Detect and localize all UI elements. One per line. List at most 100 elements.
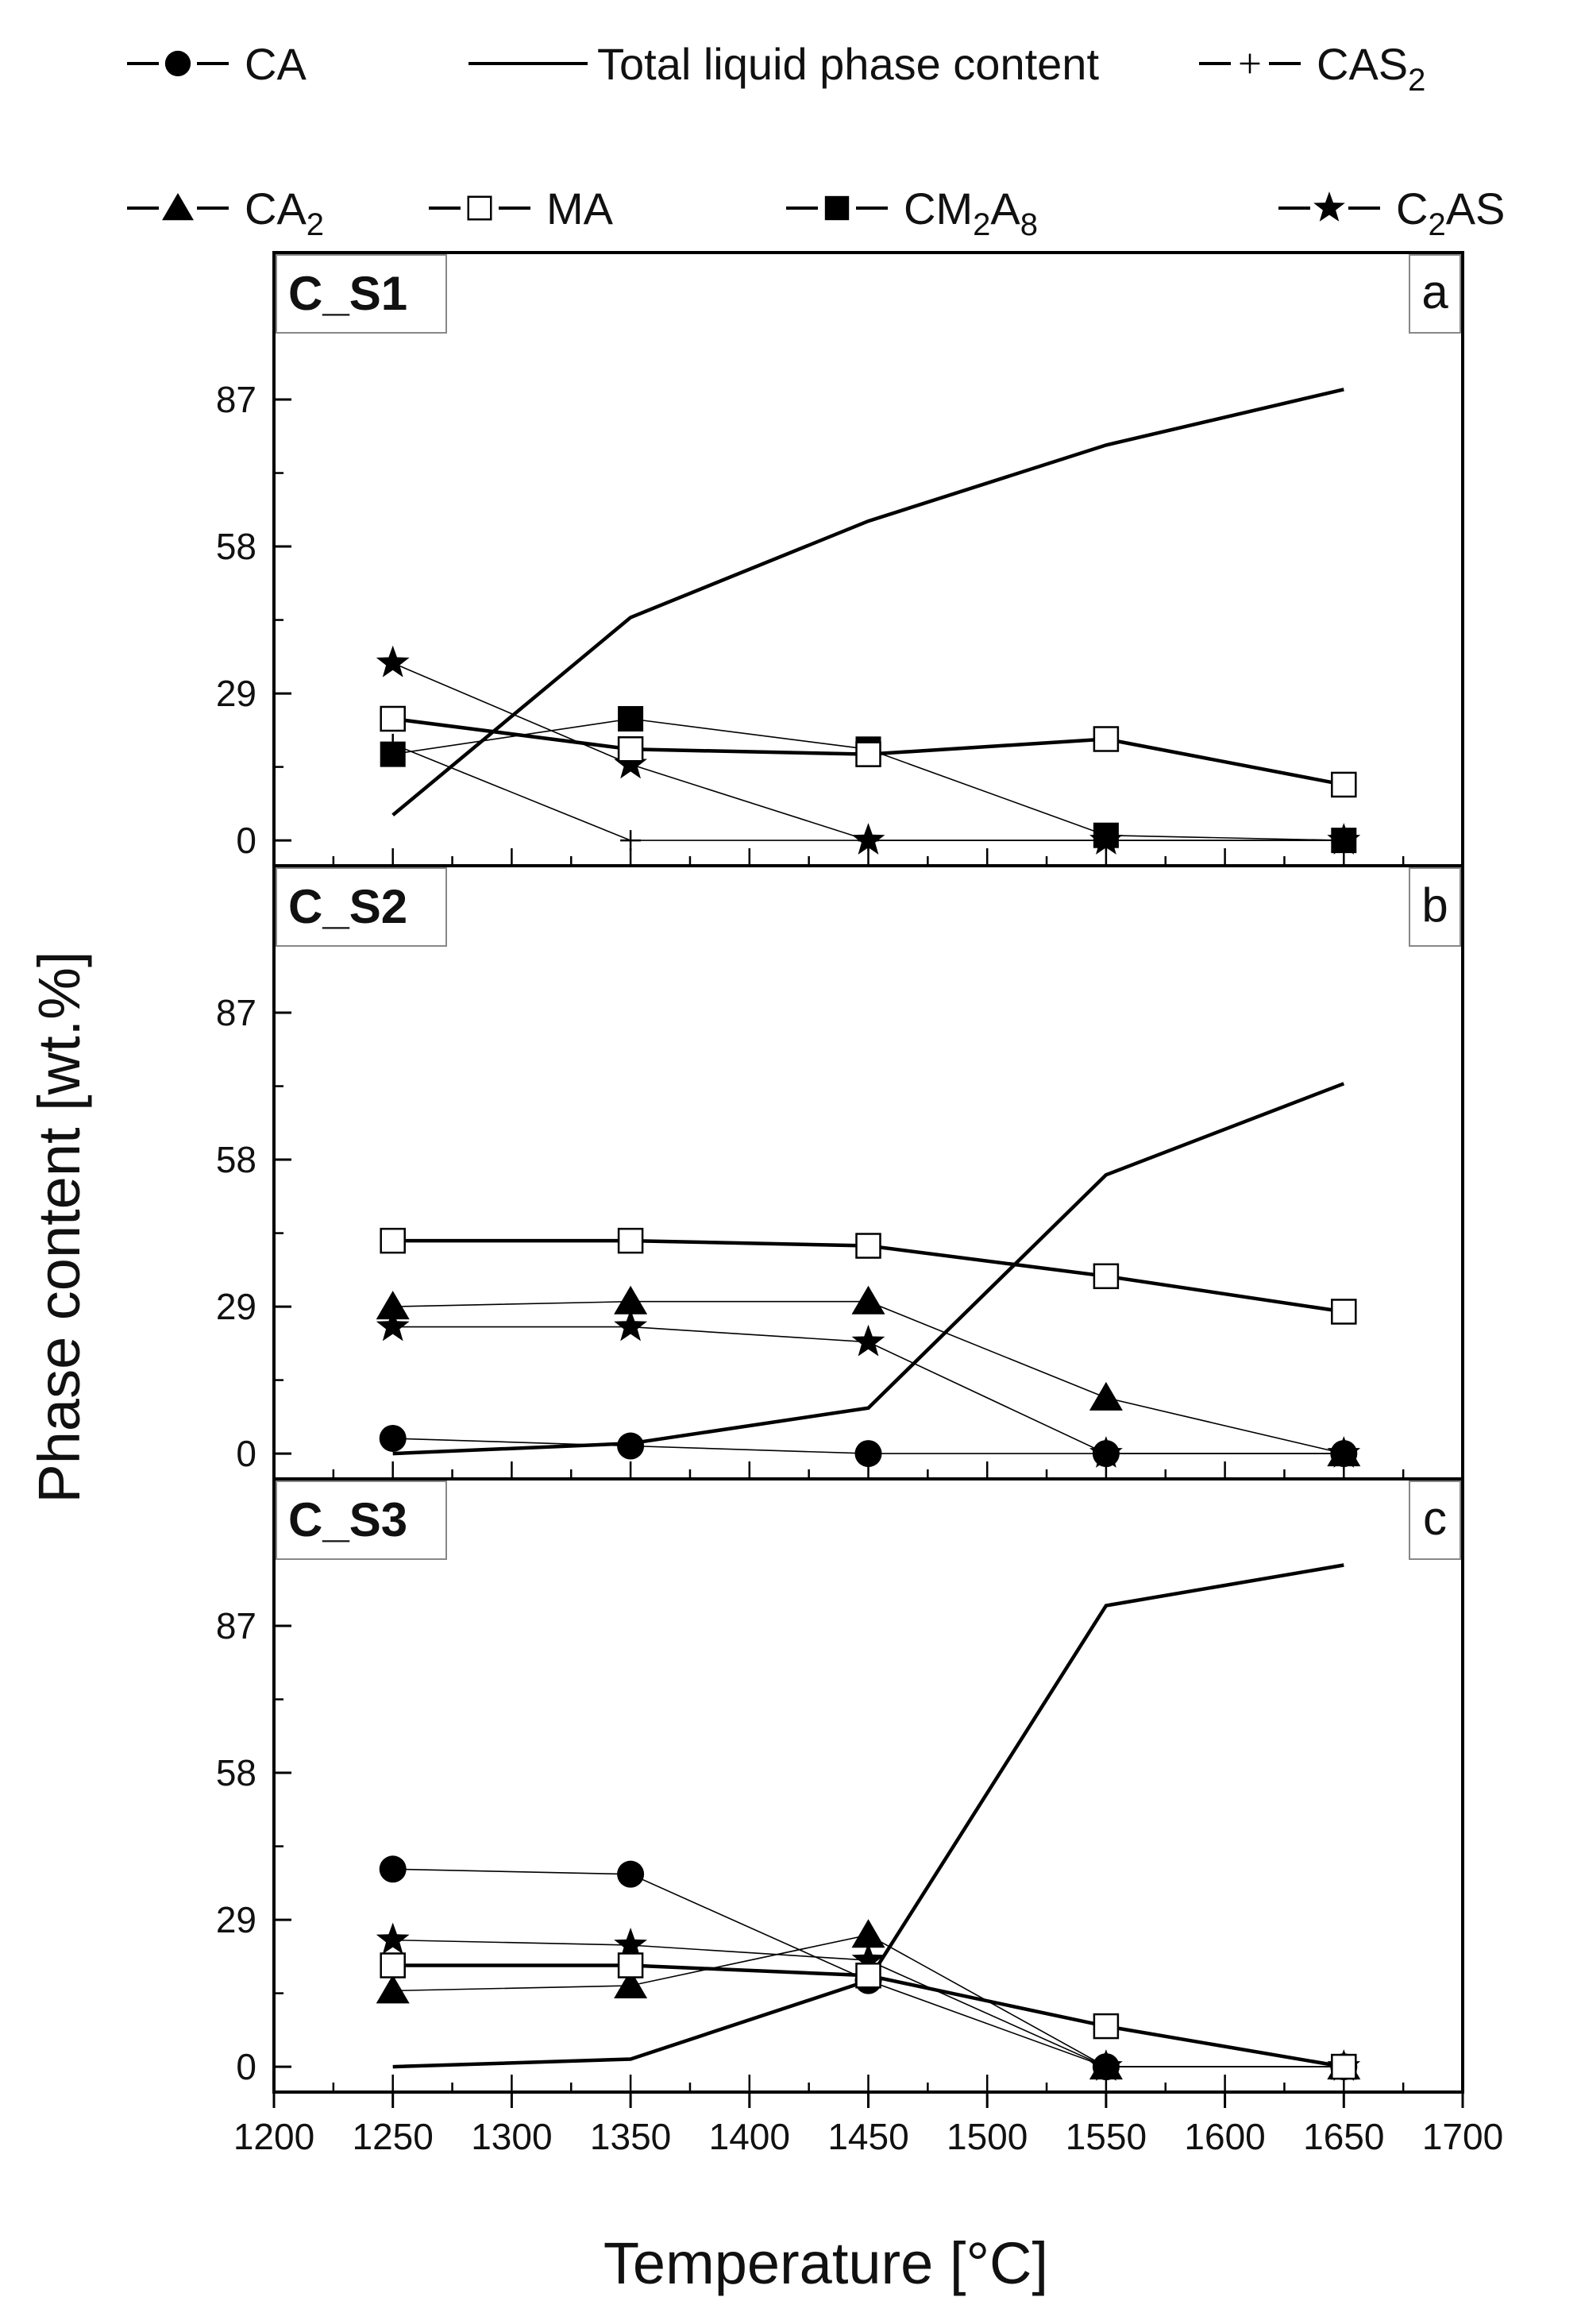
data-point-ma [1331,1299,1357,1325]
y-tick-label: 58 [216,526,256,567]
legend: CA Total liquid phase content CAS2 CA2 MA CM2… [127,39,1505,242]
y-tick-label: 87 [216,379,256,420]
data-point-c2as [376,1309,410,1342]
y-tick-label: 87 [216,992,256,1033]
legend-item-cas2: CAS2 [1199,39,1425,98]
data-point-ca [854,1440,882,1468]
data-point-ma [1331,2053,1357,2080]
series-ma [380,1952,1357,2080]
legend-label-cas2: CAS2 [1317,39,1425,98]
y-tick-label: 0 [236,2046,256,2087]
y-tick-label: 87 [216,1605,256,1646]
x-tick-label: 1700 [1422,2116,1503,2157]
panel-letter: a [1421,265,1448,318]
x-tick-label: 1600 [1184,2116,1265,2157]
chart-panels: 0 29 58 87 C_S1 a 0 29 58 87 C_S2 b 0 29 58 87 C_S3 c [216,251,1464,2094]
x-tick-label: 1650 [1303,2116,1384,2157]
data-point-ca [379,1424,407,1452]
legend-item-ca: CA [127,39,307,89]
panel-title-box: C_S3 [276,1480,447,1560]
panel-letter-box: c [1409,1480,1461,1560]
y-tick-label: 0 [236,1433,256,1474]
legend-item-ma: MA [429,183,614,234]
data-point-ma [380,1227,406,1254]
data-point-ma [855,741,881,767]
panel-letter: b [1421,878,1448,932]
data-point-ma [855,1233,881,1259]
data-point-ca [617,1432,645,1460]
data-point-ma [617,1227,644,1254]
data-point-cas2 [620,830,642,851]
data-point-ma [617,1952,644,1978]
legend-marker-ca [164,50,191,77]
legend-label-ca2: CA2 [245,183,324,242]
legend-label-cm2a8: CM2A8 [904,183,1038,242]
series-c2as [376,645,1361,855]
data-point-ma [1331,771,1357,798]
data-point-ma [1093,1263,1120,1290]
data-point-c2as [614,1928,647,1959]
data-point-ma [380,705,406,732]
panel-title-box: C_S2 [276,867,447,947]
series-line-tl [392,1082,1345,1456]
data-point-ca2 [1089,1381,1123,1411]
data-point-c2as [1089,1436,1123,1468]
data-point-c2as [1327,823,1361,855]
legend-marker-c2as [1313,191,1345,222]
data-point-ca2 [376,1291,410,1320]
x-tick-label: 1550 [1066,2116,1147,2157]
series-line-tl [391,388,1344,816]
y-tick-label: 0 [236,820,256,861]
series-tl [391,388,1344,816]
legend-label-ca: CA [245,39,307,89]
legend-item-cm2a8: CM2A8 [786,183,1038,242]
panel-c-s1: 0 29 58 87 C_S1 a [216,251,1464,867]
data-point-c2as [851,1943,885,1975]
data-point-c2as [376,1922,410,1955]
series-ma [380,1227,1357,1325]
series-ma [380,705,1357,798]
legend-label-tl: Total liquid phase content [597,39,1099,89]
data-point-ma [617,736,644,762]
data-point-c2as [851,1324,885,1357]
x-axis: 1200 1250 1300 1350 1400 1450 1500 1550 1600 1650… [233,2092,1503,2157]
panel-letter-box: a [1409,254,1461,334]
data-point-cm2a8 [618,705,644,732]
data-point-ca2 [376,1975,410,2004]
x-tick-label: 1300 [471,2116,552,2157]
y-tick-label: 29 [216,1286,256,1327]
data-point-ma [855,1963,881,1989]
x-axis-title: Temperature [°C] [603,2230,1048,2296]
data-point-c2as [851,823,885,855]
data-point-ca [379,1855,407,1883]
legend-marker-ma [467,195,492,221]
data-point-ca2 [614,1970,648,1999]
x-tick-label: 1500 [947,2116,1028,2157]
data-point-c2as [614,1309,647,1342]
panel-title: C_S2 [288,880,407,933]
data-point-ca [617,1860,645,1888]
series-tl [392,1082,1345,1456]
legend-marker-cas2 [1240,53,1260,74]
legend-item-tl: Total liquid phase content [469,39,1099,89]
series-c2as [376,1309,1361,1468]
panel-letter: c [1423,1492,1447,1545]
x-tick-label: 1350 [590,2116,671,2157]
data-point-ca2 [851,1285,885,1314]
panel-letter-box: b [1409,867,1461,947]
data-point-ca2 [614,1285,648,1314]
data-point-ma [1093,2013,1120,2040]
x-tick-label: 1250 [353,2116,434,2157]
y-tick-label: 29 [216,1899,256,1940]
y-tick-label: 29 [216,673,256,714]
y-axis-title: Phase content [wt.%] [26,951,92,1503]
x-tick-label: 1200 [233,2116,314,2157]
panel-title: C_S3 [288,1493,407,1546]
panel-title: C_S1 [288,267,407,320]
data-point-cm2a8 [380,741,406,767]
data-point-c2as [376,645,410,678]
legend-label-c2as: C2AS [1396,183,1505,242]
panel-c-s2: 0 29 58 87 C_S2 b [216,864,1464,1480]
data-point-ma [380,1952,406,1978]
